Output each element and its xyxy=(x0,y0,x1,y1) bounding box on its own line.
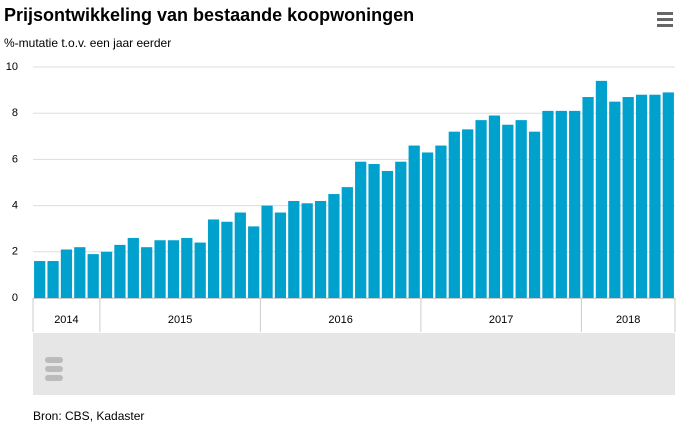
bar xyxy=(207,219,220,298)
bar xyxy=(435,145,447,298)
menu-bar xyxy=(657,12,673,15)
bar xyxy=(595,80,608,298)
menu-bar xyxy=(657,18,673,21)
x-group-label: 2014 xyxy=(54,314,78,326)
bar xyxy=(555,110,567,298)
bar xyxy=(381,170,394,298)
source: Bron: CBS, Kadaster xyxy=(33,409,144,423)
bar xyxy=(167,240,180,298)
y-tick-label: 0 xyxy=(12,292,18,304)
bar xyxy=(34,261,46,298)
bar xyxy=(314,200,327,298)
bar xyxy=(635,94,648,298)
bar xyxy=(395,161,407,298)
bar xyxy=(368,164,380,298)
bar xyxy=(569,110,581,298)
y-tick-label: 2 xyxy=(12,246,18,258)
cbs-logo xyxy=(45,357,63,381)
x-group-label: 2018 xyxy=(616,314,640,326)
bar xyxy=(74,247,86,298)
bar xyxy=(662,92,674,298)
bar xyxy=(288,200,300,298)
logo-part xyxy=(45,375,63,381)
bar xyxy=(408,145,420,298)
bar xyxy=(341,187,353,298)
bar xyxy=(515,120,527,298)
bar xyxy=(328,194,340,298)
y-tick-label: 6 xyxy=(12,153,18,165)
bar xyxy=(181,237,193,298)
logo-part xyxy=(45,366,63,372)
bar xyxy=(475,120,487,298)
bar xyxy=(301,203,313,298)
bar xyxy=(194,242,206,298)
bar xyxy=(488,115,501,298)
bar xyxy=(582,97,594,298)
y-tick-label: 10 xyxy=(6,61,18,73)
bar xyxy=(528,131,541,298)
navigator xyxy=(33,333,675,395)
bar xyxy=(355,161,367,298)
bar xyxy=(127,237,139,298)
bar xyxy=(154,240,166,298)
menu-button[interactable] xyxy=(655,10,675,28)
y-tick-label: 4 xyxy=(12,200,18,212)
x-group-label: 2016 xyxy=(328,314,352,326)
menu-bar xyxy=(657,24,673,27)
bar xyxy=(248,226,260,298)
bar xyxy=(609,101,621,299)
bar xyxy=(221,221,233,298)
bar xyxy=(421,152,434,298)
bar xyxy=(274,212,287,298)
bar xyxy=(141,247,153,298)
bar xyxy=(87,254,99,298)
bar xyxy=(261,205,273,298)
bar xyxy=(542,110,554,298)
bar xyxy=(47,261,59,298)
bar xyxy=(622,97,634,298)
x-group-label: 2017 xyxy=(489,314,513,326)
bar xyxy=(114,244,126,298)
bar xyxy=(100,251,113,298)
y-tick-label: 8 xyxy=(12,107,18,119)
subtitle: %-mutatie t.o.v. een jaar eerder xyxy=(4,36,171,50)
bar xyxy=(502,124,514,298)
bar xyxy=(649,94,661,298)
bar xyxy=(234,212,246,298)
bar xyxy=(462,129,474,298)
x-group-label: 2015 xyxy=(168,314,192,326)
chart-title: Prijsontwikkeling van bestaande koopwoni… xyxy=(4,5,414,25)
bar xyxy=(60,249,73,298)
bar xyxy=(448,131,460,298)
logo-part xyxy=(45,357,63,363)
